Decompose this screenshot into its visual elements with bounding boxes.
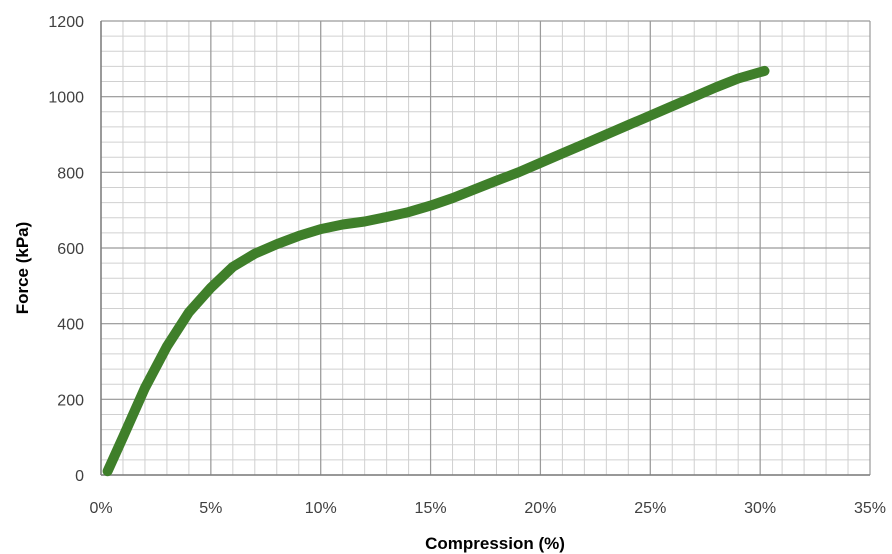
series-line-0: [102, 65, 770, 477]
y-tick-label: 0: [75, 468, 84, 485]
x-tick-label: 35%: [854, 500, 886, 517]
x-tick-label: 20%: [524, 500, 556, 517]
x-tick-label: 0%: [89, 500, 112, 517]
y-tick-label: 400: [57, 317, 84, 334]
x-tick-label: 25%: [634, 500, 666, 517]
axes: [100, 21, 870, 476]
y-axis-title: Force (kPa): [13, 222, 32, 315]
y-tick-label: 800: [57, 165, 84, 182]
x-tick-label: 15%: [415, 500, 447, 517]
y-tick-label: 1000: [48, 90, 84, 107]
x-tick-label: 5%: [199, 500, 222, 517]
major-grid: [100, 20, 871, 476]
y-tick-label: 600: [57, 241, 84, 258]
y-tick-label: 1200: [48, 14, 84, 31]
x-tick-label: 30%: [744, 500, 776, 517]
x-tick-label: 10%: [305, 500, 337, 517]
y-tick-labels: 0 200 400 600 800 1000 1200: [48, 14, 84, 485]
series-layer: [102, 65, 770, 477]
x-tick-labels: 0% 5% 10% 15% 20% 25% 30% 35%: [89, 500, 886, 517]
x-axis-title: Compression (%): [425, 534, 565, 553]
y-tick-label: 200: [57, 392, 84, 409]
